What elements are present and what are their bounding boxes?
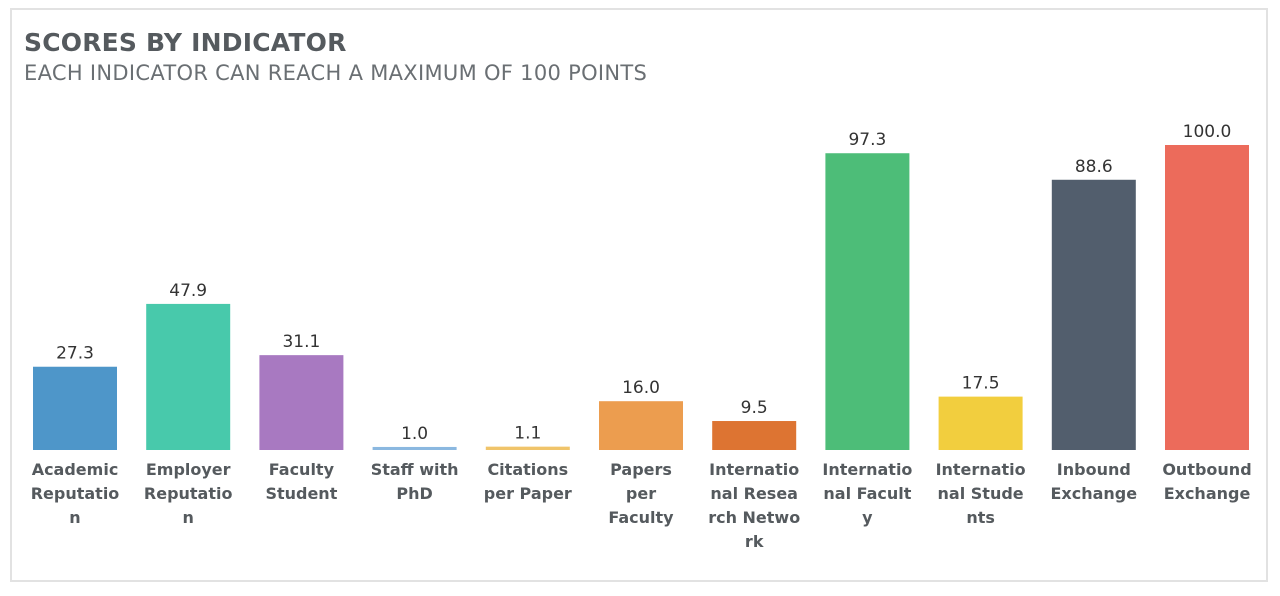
category-label-2: Faculty Student [265,460,337,503]
bar-value-label-2: 31.1 [282,332,320,352]
category-label-8: Internatio nal Stude nts [936,460,1026,527]
category-label-line: per Paper [484,484,572,503]
bar-value-label-10: 100.0 [1183,122,1232,142]
category-label-line: Inbound [1057,460,1131,479]
bar-value-label-4: 1.1 [514,424,541,444]
category-label-line: Reputatio [31,484,120,503]
bar-8 [938,396,1023,450]
category-label-0: Academic Reputatio n [31,460,120,527]
bar-4 [485,446,570,450]
category-label-7: Internatio nal Facult y [822,460,912,527]
chart-title: SCORES BY INDICATOR [24,28,347,57]
category-label-line: y [862,508,873,527]
bar-9 [1051,179,1136,450]
category-label-line: n [183,508,194,527]
category-label-line: Reputatio [144,484,233,503]
category-label-line: nts [966,508,995,527]
category-label-line: per [626,484,656,503]
bar-1 [146,303,231,450]
category-label-line: Outbound [1162,460,1251,479]
bar-value-label-5: 16.0 [622,378,660,398]
category-label-line: Internatio [709,460,799,479]
chart-subtitle: EACH INDICATOR CAN REACH A MAXIMUM OF 10… [24,61,648,85]
category-label-4: Citations per Paper [484,460,572,503]
bar-0 [33,366,117,450]
bar-3 [372,446,457,450]
bar-value-label-6: 9.5 [741,398,768,418]
category-label-line: rch Netwo [708,508,800,527]
category-label-line: Academic [32,460,119,479]
category-label-5: Papers per Faculty [608,460,674,527]
bar-value-label-0: 27.3 [56,344,94,364]
bar-value-label-9: 88.6 [1075,157,1113,177]
category-label-10: Outbound Exchange [1162,460,1251,503]
bar-value-label-8: 17.5 [962,374,1000,394]
category-label-line: n [69,508,80,527]
category-label-line: Internatio [936,460,1026,479]
category-label-line: Student [265,484,337,503]
category-label-6: Internatio nal Resea rch Netwo rk [708,460,800,551]
category-label-line: Staff with [371,460,459,479]
bar-10 [1165,145,1249,450]
bar-6 [712,421,797,450]
category-label-line: Papers [610,460,672,479]
bar-5 [599,401,683,450]
category-label-line: nal Resea [710,484,798,503]
category-label-line: nal Stude [938,484,1024,503]
category-label-line: Exchange [1050,484,1137,503]
category-label-line: Faculty [269,460,335,479]
category-label-line: Employer [146,460,231,479]
bar-value-label-1: 47.9 [169,281,207,301]
category-label-line: PhD [396,484,432,503]
category-label-1: Employer Reputatio n [144,460,233,527]
bar-2 [259,355,344,450]
bar-7 [825,153,910,451]
category-label-3: Staff with PhD [371,460,459,503]
category-label-line: rk [745,532,764,551]
category-label-line: nal Facult [823,484,911,503]
bar-value-label-7: 97.3 [848,130,886,150]
category-label-9: Inbound Exchange [1050,460,1137,503]
category-label-line: Exchange [1164,484,1251,503]
category-label-line: Faculty [608,508,674,527]
category-label-line: Internatio [822,460,912,479]
bar-value-label-3: 1.0 [401,424,428,444]
category-label-line: Citations [487,460,568,479]
